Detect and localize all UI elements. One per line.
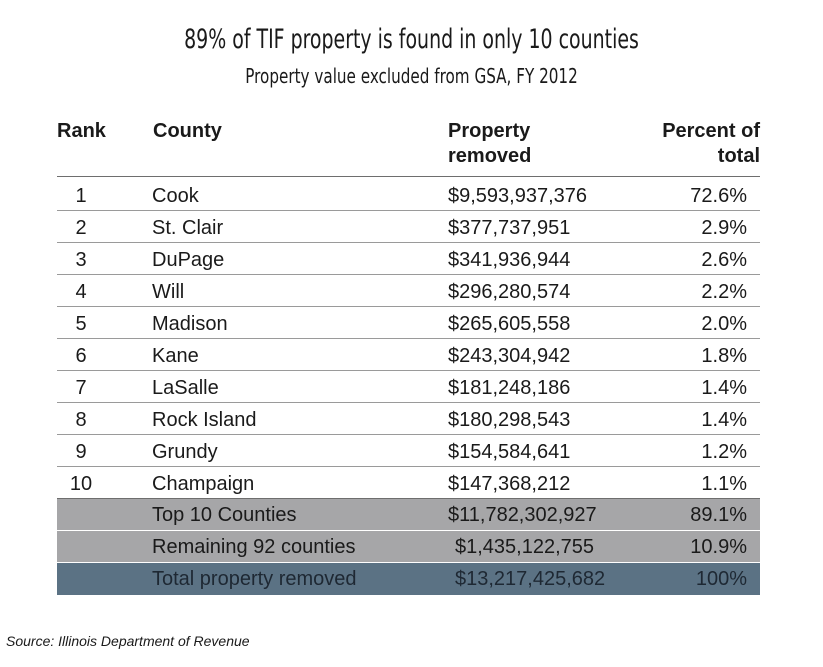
summary-label: Top 10 Counties: [152, 504, 297, 526]
property-cell: $147,368,212: [448, 473, 571, 495]
column-header-percent: Percent of total: [662, 119, 760, 169]
percent-cell: 72.6%: [690, 185, 747, 207]
property-cell: $180,298,543: [448, 409, 571, 431]
summary-percent: 10.9%: [690, 536, 747, 558]
table-row: 9 Grundy $154,584,641 1.2%: [57, 435, 760, 467]
rank-cell: 1: [75, 185, 87, 207]
table-row: 6 Kane $243,304,942 1.8%: [57, 339, 760, 371]
property-cell: $341,936,944: [448, 249, 571, 271]
county-cell: DuPage: [152, 249, 225, 271]
table-row: 7 LaSalle $181,248,186 1.4%: [57, 371, 760, 403]
chart-subtitle: Property value excluded from GSA, FY 201…: [245, 64, 578, 88]
summary-row-total: Total property removed $13,217,425,682 1…: [57, 563, 760, 595]
percent-cell: 1.2%: [701, 441, 747, 463]
rank-cell: 4: [75, 281, 87, 303]
table-row: 1 Cook $9,593,937,376 72.6%: [57, 179, 760, 211]
column-header-property-line1: Property: [448, 120, 531, 142]
property-cell: $243,304,942: [448, 345, 571, 367]
table-row: 8 Rock Island $180,298,543 1.4%: [57, 403, 760, 435]
table-row: 2 St. Clair $377,737,951 2.9%: [57, 211, 760, 243]
rank-cell: 7: [75, 377, 87, 399]
county-cell: Kane: [152, 345, 199, 367]
percent-cell: 1.4%: [701, 377, 747, 399]
column-header-rank: Rank: [57, 120, 106, 142]
summary-label: Total property removed: [152, 568, 357, 590]
rank-cell: 2: [75, 217, 87, 239]
county-cell: Cook: [152, 185, 199, 207]
percent-cell: 2.0%: [701, 313, 747, 335]
county-cell: Will: [152, 281, 185, 303]
percent-cell: 2.6%: [701, 249, 747, 271]
table-row: 5 Madison $265,605,558 2.0%: [57, 307, 760, 339]
summary-property: $1,435,122,755: [455, 536, 595, 558]
percent-cell: 1.8%: [701, 345, 747, 367]
county-cell: Rock Island: [152, 409, 257, 431]
percent-cell: 2.9%: [701, 217, 747, 239]
summary-row-remaining: Remaining 92 counties $1,435,122,755 10.…: [57, 531, 760, 563]
summary-property: $13,217,425,682: [455, 568, 606, 590]
rank-cell: 9: [75, 441, 87, 463]
table-row: 10 Champaign $147,368,212 1.1%: [57, 467, 760, 499]
county-table: 1 Cook $9,593,937,376 72.6% 2 St. Clair …: [57, 179, 760, 595]
county-cell: St. Clair: [152, 217, 224, 239]
county-cell: Madison: [152, 313, 228, 335]
rank-cell: 6: [75, 345, 87, 367]
rank-cell: 5: [75, 313, 87, 335]
column-header-percent-line1: Percent of: [662, 120, 760, 142]
source-note: Source: Illinois Department of Revenue: [6, 633, 250, 649]
property-cell: $154,584,641: [448, 441, 571, 463]
column-header-property: Property removed: [448, 119, 531, 169]
column-header-property-line2: removed: [448, 145, 532, 167]
property-cell: $181,248,186: [448, 377, 571, 399]
county-cell: Grundy: [152, 441, 218, 463]
property-cell: $377,737,951: [448, 217, 571, 239]
table-row: 3 DuPage $341,936,944 2.6%: [57, 243, 760, 275]
property-cell: $9,593,937,376: [448, 185, 588, 207]
summary-label: Remaining 92 counties: [152, 536, 356, 558]
summary-row-top10: Top 10 Counties $11,782,302,927 89.1%: [57, 499, 760, 531]
property-cell: $296,280,574: [448, 281, 571, 303]
rank-cell: 10: [69, 473, 93, 495]
rank-cell: 3: [75, 249, 87, 271]
percent-cell: 2.2%: [701, 281, 747, 303]
property-cell: $265,605,558: [448, 313, 571, 335]
chart-title: 89% of TIF property is found in only 10 …: [184, 24, 639, 55]
column-header-percent-line2: total: [717, 145, 760, 167]
column-header-county: County: [153, 120, 222, 142]
summary-percent: 89.1%: [690, 504, 747, 526]
summary-property: $11,782,302,927: [448, 504, 597, 526]
county-cell: Champaign: [152, 473, 255, 495]
summary-percent: 100%: [695, 568, 747, 590]
percent-cell: 1.1%: [701, 473, 747, 495]
percent-cell: 1.4%: [701, 409, 747, 431]
county-cell: LaSalle: [152, 377, 219, 399]
table-row: 4 Will $296,280,574 2.2%: [57, 275, 760, 307]
header-divider: [57, 176, 760, 177]
rank-cell: 8: [75, 409, 87, 431]
